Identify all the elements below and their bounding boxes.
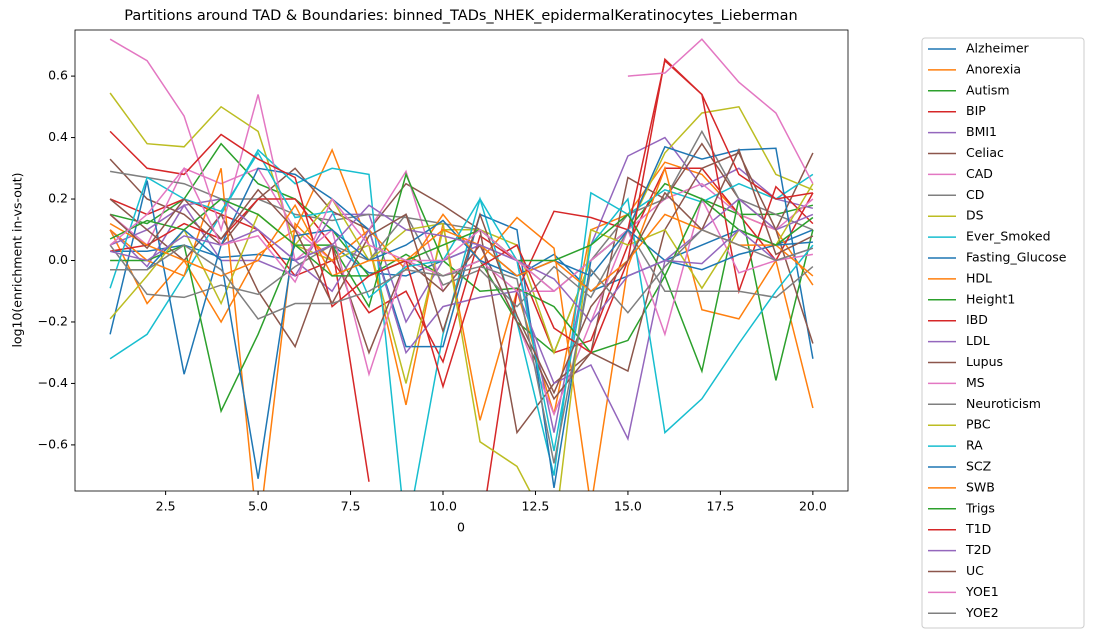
x-tick-label: 20.0 — [799, 499, 827, 514]
series-line — [109, 147, 814, 395]
legend-label: Celiac — [966, 145, 1004, 160]
legend-label: Autism — [966, 82, 1010, 97]
x-tick-label: 12.5 — [522, 499, 550, 514]
legend-label: SWB — [966, 479, 995, 494]
legend-label: SCZ — [966, 459, 991, 474]
y-tick-label: 0.2 — [48, 191, 68, 206]
series-line — [110, 172, 814, 414]
legend-label: T2D — [965, 542, 991, 557]
legend-label: RA — [966, 438, 983, 453]
legend-label: LDL — [966, 333, 990, 348]
series-line — [109, 167, 814, 364]
legend-label: Neuroticism — [966, 396, 1041, 411]
legend-label: MS — [966, 375, 985, 390]
series-line — [109, 145, 814, 489]
x-tick-label: 5.0 — [248, 499, 268, 514]
legend-label: IBD — [966, 312, 988, 327]
series-line — [109, 142, 814, 435]
legend-label: UC — [966, 563, 984, 578]
legend-label: Anorexia — [966, 61, 1021, 76]
x-tick-label: 17.5 — [706, 499, 734, 514]
legend-label: Alzheimer — [966, 41, 1030, 56]
legend-label: CD — [966, 187, 984, 202]
legend-label: CAD — [966, 166, 993, 181]
legend-label: Trigs — [965, 500, 995, 515]
y-tick-label: −0.4 — [38, 375, 68, 390]
series-line — [109, 197, 814, 278]
legend-label: Fasting_Glucose — [966, 250, 1067, 265]
x-tick-label: 7.5 — [341, 499, 361, 514]
series-line — [109, 59, 814, 491]
legend-label: YOE2 — [965, 605, 999, 620]
x-axis-label: 0 — [457, 520, 465, 535]
series-line — [109, 38, 814, 292]
y-tick-label: −0.6 — [38, 436, 68, 451]
chart-title: Partitions around TAD & Boundaries: binn… — [124, 8, 797, 24]
legend-label: BMI1 — [966, 124, 997, 139]
series-line — [109, 38, 814, 377]
legend-label: PBC — [966, 417, 991, 432]
series-line — [110, 228, 814, 464]
y-tick-label: 0.0 — [48, 252, 68, 267]
plot-lines — [109, 38, 814, 491]
series-line — [109, 129, 814, 293]
y-tick-label: 0.4 — [48, 129, 68, 144]
x-tick-label: 15.0 — [614, 499, 642, 514]
legend-box — [921, 37, 1085, 629]
y-tick-label: 0.6 — [48, 68, 68, 83]
y-tick-label: −0.2 — [38, 313, 68, 328]
series-line — [109, 204, 814, 324]
legend-label: Lupus — [966, 354, 1003, 369]
x-tick-label: 10.0 — [429, 499, 457, 514]
y-axis-label: log10(enrichment in-vs-out) — [10, 172, 25, 347]
legend-label: YOE1 — [965, 584, 999, 599]
legend-label: DS — [966, 208, 984, 223]
x-tick-label: 2.5 — [156, 499, 176, 514]
series-line — [109, 147, 814, 421]
legend-label: BIP — [966, 103, 986, 118]
series-line — [109, 183, 814, 491]
legend-label: HDL — [966, 270, 992, 285]
legend-label: Ever_Smoked — [966, 229, 1051, 244]
legend-label: T1D — [965, 521, 991, 536]
legend-label: Height1 — [966, 291, 1015, 306]
series-line — [109, 57, 814, 390]
series-line — [109, 213, 814, 308]
